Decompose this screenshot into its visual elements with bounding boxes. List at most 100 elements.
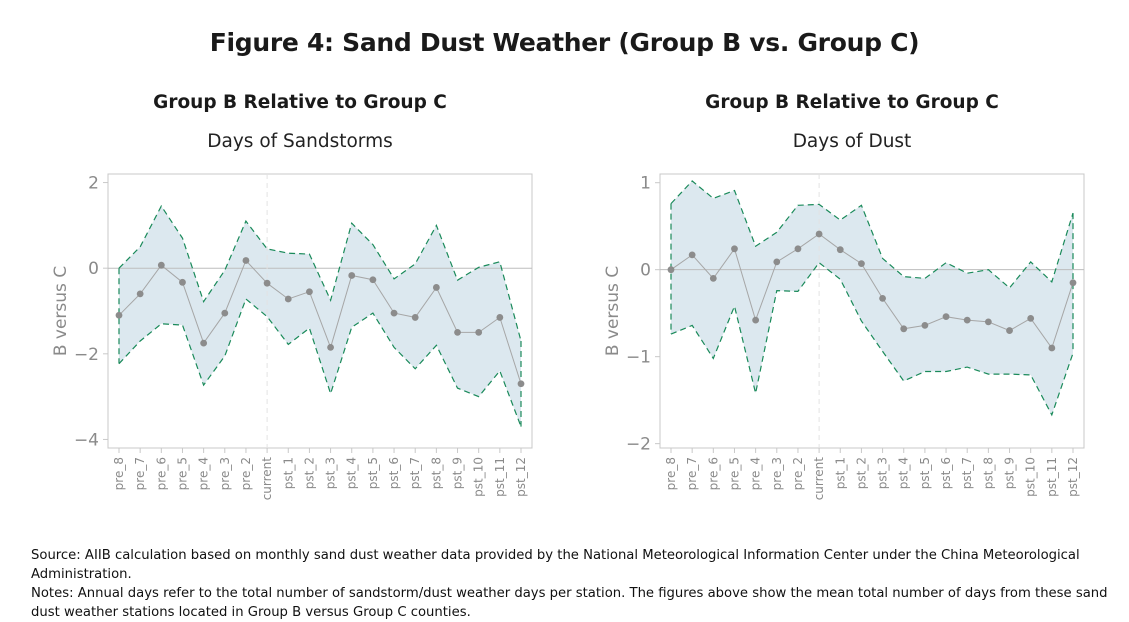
x-tick-label: pst_6: [387, 457, 401, 489]
y-tick-label: −1: [626, 348, 651, 368]
x-tick-label: pst_6: [939, 457, 953, 489]
chart-title: Group B Relative to Group C: [705, 92, 999, 113]
x-tick-label: pre_3: [218, 457, 232, 490]
estimate-point: [411, 314, 419, 321]
estimate-line: [670, 233, 1074, 350]
estimate-point: [752, 316, 760, 324]
x-tick-label: pst_8: [429, 457, 443, 489]
ci-upper-line: [118, 204, 522, 342]
estimate-point: [1048, 344, 1056, 352]
x-tick-label: pst_2: [302, 457, 316, 489]
estimate-point: [709, 274, 717, 282]
x-tick-label: pst_11: [1045, 457, 1059, 497]
x-tick-label: pst_10: [1024, 457, 1038, 497]
x-tick-label: pre_2: [791, 457, 805, 490]
x-tick-label: current: [260, 457, 274, 501]
estimate-point: [390, 309, 398, 317]
x-tick-label: pre_8: [112, 457, 126, 490]
x-tick-label: pre_8: [664, 457, 678, 490]
y-tick-label: 2: [88, 174, 99, 194]
estimate-point: [731, 245, 738, 253]
ci-lower-line: [670, 261, 1074, 417]
estimate-line: [118, 259, 522, 384]
estimate-point: [432, 284, 440, 291]
x-tick-label: pst_1: [833, 457, 847, 489]
y-tick-label: 0: [640, 261, 651, 281]
x-tick-label: pst_2: [854, 457, 868, 489]
estimate-point: [900, 325, 908, 333]
estimate-point: [369, 276, 377, 284]
estimate-point: [921, 321, 929, 329]
x-tick-label: pre_7: [133, 457, 147, 490]
plot-frame: [107, 173, 533, 449]
x-tick-label: pst_12: [514, 457, 528, 497]
estimate-point: [136, 290, 144, 298]
y-tick-label: −2: [74, 345, 99, 365]
x-tick-label: pre_4: [197, 457, 211, 490]
y-tick-label: 0: [88, 259, 99, 279]
estimate-point: [794, 245, 802, 253]
x-tick-label: pre_5: [175, 457, 189, 490]
x-tick-label: pst_7: [408, 457, 422, 489]
estimate-point: [157, 261, 165, 269]
chart-subtitle: Days of Sandstorms: [207, 131, 393, 152]
estimate-point: [242, 257, 250, 264]
estimate-point: [963, 316, 971, 324]
estimate-point: [263, 279, 271, 287]
x-tick-label: pst_10: [472, 457, 486, 497]
estimate-point: [1006, 327, 1013, 334]
estimate-point: [688, 251, 696, 259]
chart-subtitle: Days of Dust: [792, 131, 912, 152]
estimate-point: [773, 258, 781, 266]
estimate-point: [221, 309, 229, 317]
y-tick-label: −2: [626, 435, 651, 455]
x-tick-label: pre_3: [770, 457, 784, 490]
estimate-point: [984, 318, 992, 326]
estimate-point: [200, 339, 208, 347]
estimate-point: [179, 278, 186, 286]
x-tick-label: pst_12: [1066, 457, 1080, 497]
dust-chart-svg: 1 0 −1 −2 B versus C pre_8 pre_7 pre_6 pre_5 pre_…: [603, 173, 1085, 501]
plot-frame: [659, 173, 1085, 449]
sandstorms-chart-svg: 2 0 −2 −4 B versus C pre_8 pre_7 pre_6 pre_5 pre_…: [51, 173, 533, 501]
estimate-point: [858, 260, 865, 267]
chart-title: Group B Relative to Group C: [153, 92, 447, 113]
x-tick-label: pre_7: [685, 457, 699, 490]
figure-title: Figure 4: Sand Dust Weather (Group B vs.…: [209, 28, 920, 57]
estimate-point: [454, 329, 461, 336]
estimate-point: [348, 272, 356, 279]
x-tick-label: pst_9: [1003, 457, 1017, 489]
y-tick-label: −4: [74, 430, 99, 450]
x-tick-label: pre_6: [154, 457, 168, 490]
y-tick-label: 1: [640, 174, 651, 194]
ci-lower-line: [118, 297, 522, 427]
x-tick-label: pst_4: [345, 457, 359, 489]
estimate-point: [1069, 279, 1077, 287]
y-axis-label: B versus C: [51, 266, 71, 356]
estimate-point: [879, 294, 886, 302]
chart-panel-dust: Group B Relative to Group C Days of Dust…: [592, 88, 1112, 508]
x-tick-label: pst_3: [324, 457, 338, 489]
source-note: Source: AIIB calculation based on monthl…: [31, 548, 1080, 582]
ci-upper-line: [670, 180, 1074, 289]
y-axis-label: B versus C: [603, 266, 623, 356]
figure-notes: Source: AIIB calculation based on monthl…: [31, 546, 1111, 622]
x-tick-label: pst_4: [897, 457, 911, 489]
estimate-point: [1027, 314, 1035, 322]
x-tick-label: pst_5: [366, 457, 380, 489]
confidence-band: [119, 206, 521, 427]
x-tick-label: pre_5: [727, 457, 741, 490]
x-tick-label: pst_7: [960, 457, 974, 489]
x-tick-label: current: [812, 457, 826, 501]
x-tick-label: pst_9: [451, 457, 465, 489]
x-tick-label: pre_6: [706, 457, 720, 490]
estimate-point: [306, 288, 313, 296]
estimate-point: [496, 314, 504, 321]
estimate-point: [517, 380, 525, 388]
notes-text: Notes: Annual days refer to the total nu…: [31, 586, 1108, 620]
estimate-point: [836, 246, 844, 254]
x-tick-label: pst_1: [281, 457, 295, 489]
x-tick-label: pre_2: [239, 457, 253, 490]
estimate-point: [942, 313, 950, 321]
x-tick-label: pre_4: [749, 457, 763, 490]
